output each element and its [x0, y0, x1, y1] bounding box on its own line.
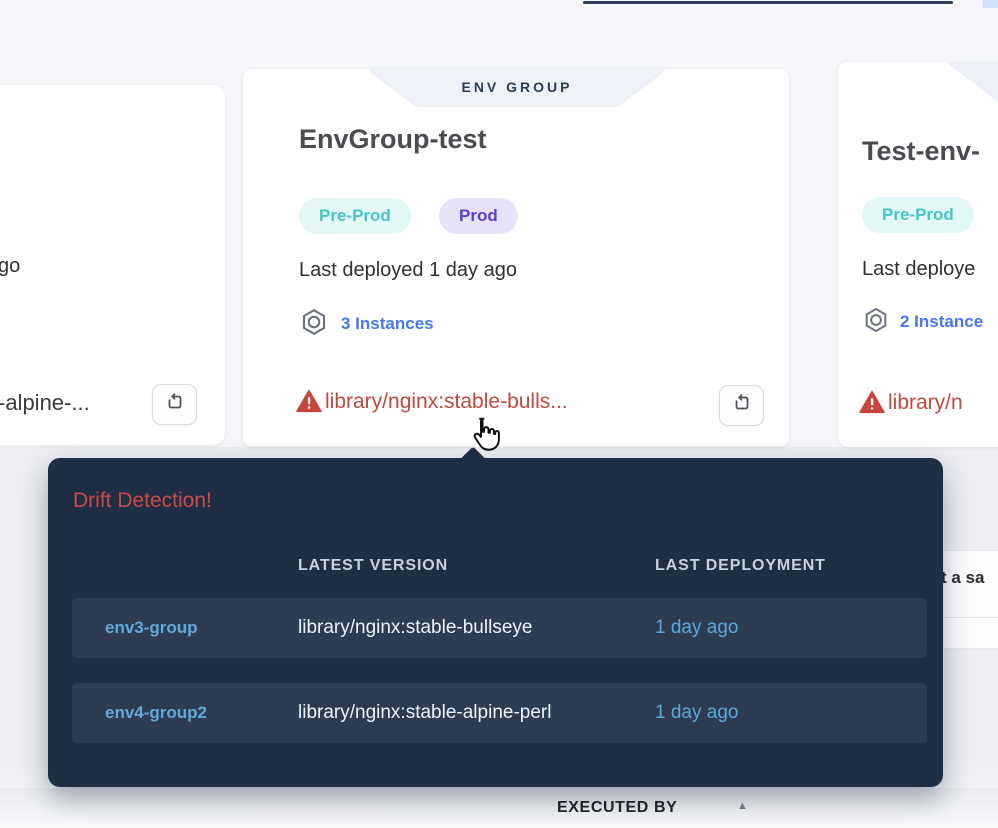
left-card-last-deployed-fragment: go: [0, 255, 21, 277]
instances-link[interactable]: 2 Instance: [900, 312, 984, 331]
redeploy-icon: [164, 391, 186, 418]
warning-icon: [859, 390, 885, 419]
env-group-banner-label: ENV GROUP: [461, 79, 573, 95]
last-deployment-value: 1 day ago: [655, 702, 739, 723]
right-card-title: Test-env-: [862, 136, 981, 166]
env-card-left-partial: go -alpine-...: [0, 85, 225, 445]
table-row: env4-group2 library/nginx:stable-alpine-…: [72, 683, 927, 743]
background-table-divider: [944, 617, 998, 618]
table-row: env3-group library/nginx:stable-bullseye…: [72, 598, 927, 658]
drift-detection-title: Drift Detection!: [73, 489, 212, 512]
warning-icon: [296, 389, 322, 418]
executed-by-column-header[interactable]: EXECUTED BY: [557, 799, 678, 816]
badge-prod: Prod: [439, 198, 518, 234]
latest-version-value: library/nginx:stable-alpine-perl: [298, 702, 552, 723]
top-cropped-toolbar-edge: [583, 1, 953, 4]
background-table-row: [944, 550, 998, 649]
instances-icon: [299, 307, 329, 342]
column-header-latest-version: LATEST VERSION: [298, 557, 449, 574]
top-right-cropped-element: [983, 0, 998, 8]
last-deployed-text: Last deployed 1 day ago: [299, 259, 517, 281]
drift-detection-tooltip: Drift Detection! LATEST VERSION LAST DEP…: [48, 458, 943, 787]
drift-image-link[interactable]: library/n: [888, 391, 963, 414]
sort-ascending-icon[interactable]: ▲: [737, 800, 748, 812]
table-header-strip: [0, 788, 998, 828]
hand-cursor-icon: [465, 415, 505, 460]
copy-image-button[interactable]: [152, 384, 197, 425]
env-group-card: ENV GROUP EnvGroup-test Pre-Prod Prod La…: [242, 68, 790, 447]
env-card-right-partial: Test-env- Pre-Prod Last deploye 2 Instan…: [838, 62, 998, 447]
background-partial-text: t a sa: [941, 568, 985, 587]
instances-link[interactable]: 3 Instances: [341, 314, 434, 333]
left-card-image-name-fragment: -alpine-...: [0, 390, 90, 415]
instances-icon: [862, 306, 890, 339]
latest-version-value: library/nginx:stable-bullseye: [298, 617, 533, 638]
last-deployment-value: 1 day ago: [655, 617, 739, 638]
column-header-last-deployment: LAST DEPLOYMENT: [655, 557, 826, 574]
drift-image-link[interactable]: library/nginx:stable-bulls...: [325, 390, 568, 413]
env-group-link[interactable]: env3-group: [105, 618, 198, 637]
copy-image-button[interactable]: [719, 385, 764, 426]
redeploy-icon: [731, 392, 753, 419]
env-group-banner: ENV GROUP: [369, 69, 665, 105]
env-group-title: EnvGroup-test: [299, 124, 487, 154]
last-deployed-text: Last deploye: [862, 258, 976, 280]
badge-pre-prod: Pre-Prod: [862, 197, 974, 233]
env-group-link[interactable]: env4-group2: [105, 703, 208, 722]
badge-pre-prod: Pre-Prod: [299, 198, 411, 234]
